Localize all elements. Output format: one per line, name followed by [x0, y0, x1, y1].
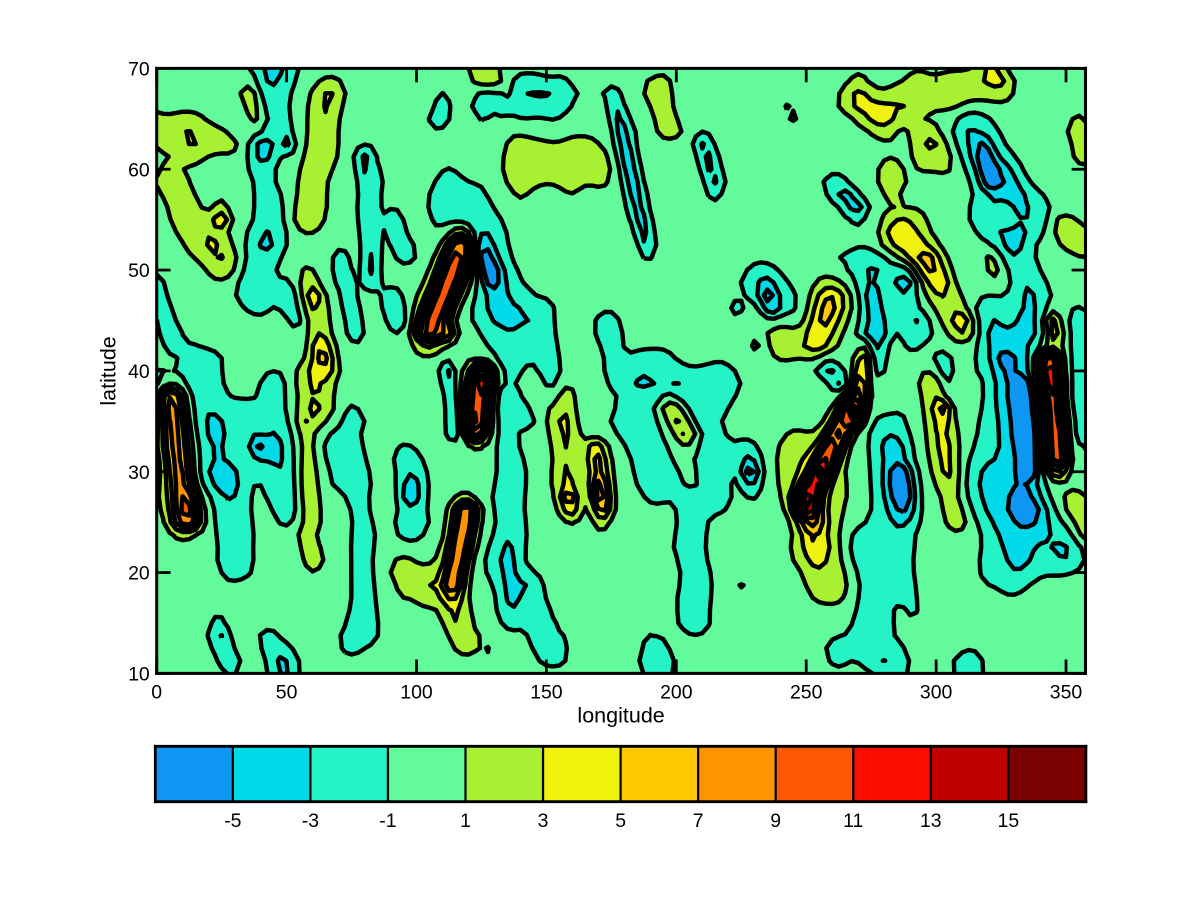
svg-text:3: 3 [538, 810, 549, 832]
svg-text:20: 20 [128, 563, 150, 585]
svg-text:300: 300 [920, 682, 953, 704]
svg-text:9: 9 [770, 810, 781, 832]
svg-text:1: 1 [460, 810, 471, 832]
svg-text:13: 13 [920, 810, 942, 832]
svg-text:7: 7 [693, 810, 704, 832]
svg-text:250: 250 [790, 682, 823, 704]
svg-text:150: 150 [530, 682, 563, 704]
svg-text:15: 15 [998, 810, 1020, 832]
svg-text:100: 100 [400, 682, 433, 704]
svg-text:0: 0 [151, 682, 162, 704]
svg-text:-1: -1 [379, 810, 396, 832]
svg-text:latitude: latitude [96, 336, 120, 405]
svg-text:10: 10 [128, 663, 150, 685]
svg-text:11: 11 [843, 810, 863, 832]
svg-text:longitude: longitude [577, 703, 664, 727]
svg-text:5: 5 [615, 810, 626, 832]
svg-text:60: 60 [128, 159, 150, 181]
svg-text:30: 30 [128, 462, 150, 484]
svg-text:50: 50 [128, 260, 150, 282]
svg-text:70: 70 [128, 58, 150, 80]
svg-text:-3: -3 [302, 810, 319, 832]
svg-text:350: 350 [1050, 682, 1083, 704]
svg-text:50: 50 [276, 682, 298, 704]
svg-text:-5: -5 [224, 810, 241, 832]
svg-text:200: 200 [660, 682, 693, 704]
svg-text:40: 40 [128, 361, 150, 383]
